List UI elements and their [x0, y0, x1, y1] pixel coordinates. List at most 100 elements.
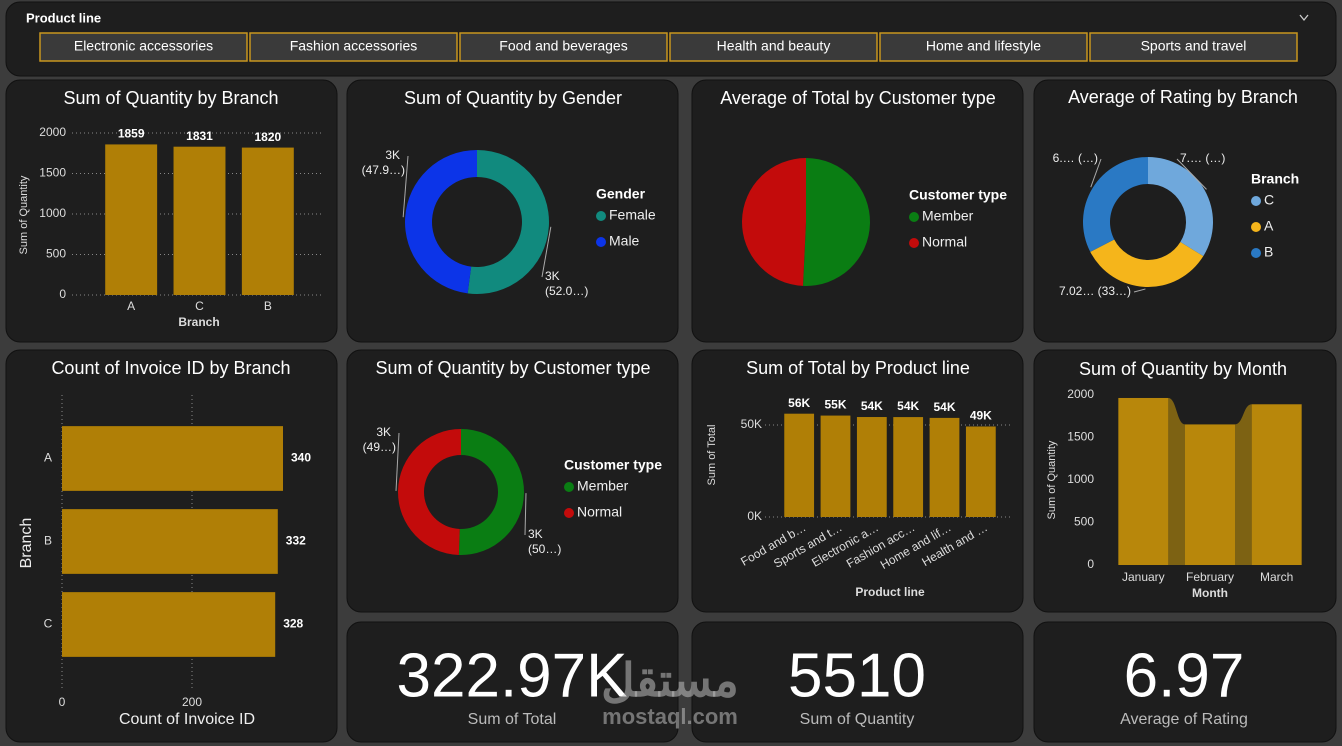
- slicer-item: Food and beverages: [499, 38, 627, 54]
- slice: [404, 150, 477, 294]
- legend-marker: [1251, 248, 1261, 258]
- slicer-item: Home and lifestyle: [926, 38, 1041, 54]
- bar: [105, 144, 158, 295]
- legend-marker: [596, 211, 606, 221]
- y-tick-label: 500: [46, 247, 66, 261]
- y-tick-label: 0: [59, 287, 66, 301]
- data-label: 54K: [897, 399, 919, 413]
- bar: [784, 413, 815, 517]
- data-label: 3K (49…): [363, 425, 396, 454]
- data-label: 55K: [824, 398, 846, 412]
- chart-title: Sum of Quantity by Customer type: [375, 358, 650, 378]
- slice: [1148, 157, 1213, 257]
- legend-marker: [596, 237, 606, 247]
- x-tick-label: C: [195, 299, 204, 313]
- slicer-button[interactable]: [39, 32, 248, 62]
- data-label: 3K (47.9…): [362, 148, 405, 177]
- leader-line: [1133, 288, 1146, 293]
- legend-title: Customer type: [564, 457, 662, 473]
- ribbon: [1168, 397, 1185, 565]
- chart-title: Sum of Total by Product line: [746, 358, 970, 378]
- legend-marker: [564, 482, 574, 492]
- panel: [346, 621, 679, 743]
- y-tick-label: 0K: [747, 509, 762, 523]
- slicer-item: Fashion accessories: [290, 38, 418, 54]
- data-label: 7.… (…): [1180, 151, 1225, 165]
- bar: [965, 426, 996, 517]
- legend-label: B: [1264, 244, 1273, 260]
- x-tick-label: A: [127, 299, 135, 313]
- y-tick-label: 1500: [39, 166, 66, 180]
- y-tick-label: 1000: [39, 206, 66, 220]
- bar: [241, 147, 294, 295]
- card-value: 5510: [788, 641, 926, 710]
- legend-title: Customer type: [909, 187, 1007, 203]
- x-axis-title: Month: [1192, 586, 1228, 600]
- slice: [802, 158, 870, 286]
- leader-line: [541, 226, 552, 278]
- panel: [346, 79, 679, 343]
- slicer-item: Sports and travel: [1141, 38, 1247, 54]
- watermark-site: mostaql.com: [602, 704, 738, 729]
- slice: [741, 158, 806, 286]
- data-label: 7.02… (33…): [1059, 284, 1131, 298]
- y-axis-title: Sum of Quantity: [1046, 440, 1058, 519]
- slicer-button[interactable]: [1089, 32, 1298, 62]
- slicer-button[interactable]: [249, 32, 458, 62]
- x-tick-label: February: [1186, 570, 1234, 584]
- y-tick-label: 2000: [39, 125, 66, 139]
- leader-line: [1176, 158, 1207, 190]
- chart-title: Average of Rating by Branch: [1068, 87, 1298, 107]
- card-label: Sum of Quantity: [800, 711, 915, 728]
- bar: [893, 417, 924, 517]
- chart-title: Sum of Quantity by Branch: [63, 88, 278, 108]
- legend-label: Normal: [922, 234, 967, 250]
- data-label: 1859: [118, 127, 145, 141]
- legend-marker: [1251, 196, 1261, 206]
- legend-label: A: [1264, 218, 1274, 234]
- card-label: Average of Rating: [1120, 711, 1248, 728]
- bar: [62, 592, 276, 657]
- panel: [691, 621, 1024, 743]
- x-axis-title: Product line: [855, 585, 925, 599]
- y-axis-title: Sum of Quantity: [18, 175, 30, 254]
- legend-label: Male: [609, 233, 640, 249]
- data-label: 54K: [933, 400, 955, 414]
- legend-label: Female: [609, 207, 656, 223]
- legend-title: Gender: [596, 186, 646, 202]
- data-label: 6.… (…): [1053, 151, 1098, 165]
- legend-marker: [1251, 222, 1261, 232]
- chart-title: Count of Invoice ID by Branch: [51, 358, 290, 378]
- slice: [1083, 157, 1148, 252]
- slicer-chevron[interactable]: [1299, 14, 1309, 22]
- bar: [1251, 404, 1302, 565]
- slice: [458, 429, 525, 555]
- data-label: 332: [286, 534, 306, 548]
- x-tick-label: January: [1122, 570, 1165, 584]
- x-tick-label: March: [1260, 570, 1293, 584]
- y-tick-label: C: [44, 617, 53, 631]
- leader-line: [1090, 158, 1102, 188]
- slicer-button[interactable]: [669, 32, 878, 62]
- chart-title: Sum of Quantity by Month: [1079, 359, 1287, 379]
- x-axis-title: Branch: [178, 315, 219, 329]
- slice: [398, 429, 461, 555]
- slicer-button[interactable]: [879, 32, 1088, 62]
- y-axis-title: Sum of Total: [706, 425, 718, 486]
- panel: [1033, 621, 1337, 743]
- legend-marker: [909, 212, 919, 222]
- data-label: 49K: [970, 409, 992, 423]
- y-tick-label: 1500: [1067, 430, 1094, 444]
- card-value: 322.97K: [397, 641, 628, 710]
- legend-label: Member: [577, 478, 629, 494]
- bar: [1185, 424, 1235, 565]
- chart-title: Sum of Quantity by Gender: [404, 88, 622, 108]
- legend-label: Normal: [577, 504, 622, 520]
- leader-line: [395, 432, 400, 491]
- leader-line: [524, 493, 527, 536]
- data-label: 340: [291, 451, 311, 465]
- slicer-button[interactable]: [459, 32, 668, 62]
- y-tick-label: 500: [1074, 515, 1094, 529]
- watermark-logo: مستقل: [601, 654, 739, 706]
